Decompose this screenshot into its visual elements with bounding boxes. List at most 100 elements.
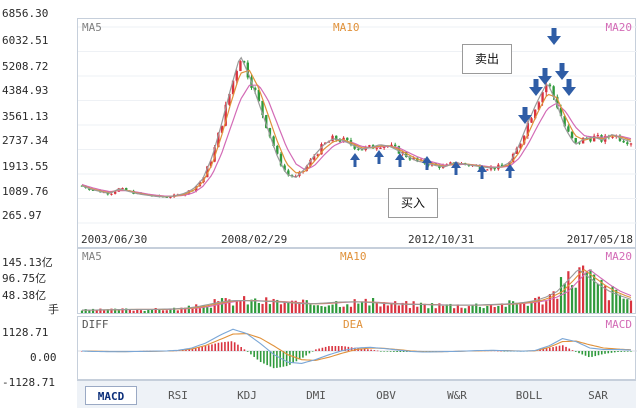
macd-histogram-bar bbox=[246, 351, 249, 352]
macd-macd-label: MACD bbox=[605, 318, 633, 331]
tab-wr[interactable]: W&R bbox=[447, 389, 467, 402]
volume-bar bbox=[552, 291, 555, 313]
volume-bar bbox=[523, 303, 526, 313]
tab-rsi[interactable]: RSI bbox=[168, 389, 188, 402]
volume-bar bbox=[121, 308, 124, 313]
volume-bar bbox=[486, 305, 489, 313]
sell-arrow-icon bbox=[518, 115, 532, 124]
tab-kdj[interactable]: KDJ bbox=[237, 389, 257, 402]
macd-histogram-bar bbox=[191, 348, 194, 351]
macd-histogram-bar bbox=[243, 349, 246, 351]
sell-arrow-shaft bbox=[551, 28, 557, 37]
volume-bar bbox=[427, 308, 430, 313]
macd-histogram-bar bbox=[500, 350, 502, 352]
macd-histogram-bar bbox=[279, 351, 281, 368]
candle-body bbox=[500, 164, 504, 166]
macd-y-label-0: 1128.71 bbox=[2, 326, 49, 339]
candle-body bbox=[578, 142, 581, 144]
macd-histogram-bar bbox=[561, 345, 564, 351]
volume-bar bbox=[375, 302, 378, 313]
volume-bar bbox=[600, 279, 603, 313]
macd-histogram-bar bbox=[318, 348, 320, 351]
volume-chart-panel[interactable]: MA5 MA10 MA20 bbox=[77, 248, 636, 314]
sell-arrow-icon bbox=[555, 71, 569, 80]
volume-bar bbox=[456, 304, 459, 313]
candle-body bbox=[622, 140, 625, 143]
volume-bar bbox=[80, 310, 84, 313]
macd-histogram-bar bbox=[220, 342, 223, 351]
volume-bar bbox=[246, 304, 249, 313]
macd-histogram-bar bbox=[194, 348, 197, 351]
macd-histogram-bar bbox=[623, 351, 626, 352]
volume-bar bbox=[125, 308, 128, 313]
volume-bar bbox=[261, 303, 264, 313]
candle-body bbox=[206, 166, 209, 178]
sell-arrow-icon bbox=[562, 87, 576, 96]
macd-histogram-bar bbox=[613, 351, 616, 353]
date-label-0: 2003/06/30 bbox=[81, 233, 148, 246]
macd-histogram-bar bbox=[324, 346, 327, 351]
candle-body bbox=[224, 104, 227, 126]
volume-bar bbox=[574, 287, 577, 313]
volume-bar bbox=[534, 297, 537, 313]
macd-histogram-bar bbox=[383, 351, 385, 352]
buy-arrow-icon bbox=[505, 164, 515, 171]
candle-body bbox=[312, 156, 316, 160]
tab-dmi[interactable]: DMI bbox=[306, 389, 326, 402]
tab-sar[interactable]: SAR bbox=[588, 389, 608, 402]
candle-body bbox=[320, 144, 323, 155]
candle-body bbox=[379, 148, 382, 150]
volume-bar bbox=[379, 306, 382, 313]
candle-body bbox=[283, 165, 286, 171]
tab-macd[interactable]: MACD bbox=[85, 386, 137, 405]
volume-bar bbox=[397, 305, 400, 313]
macd-histogram-bar bbox=[198, 347, 200, 351]
volume-bar bbox=[158, 309, 161, 313]
candle-body bbox=[169, 197, 172, 199]
macd-histogram-bar bbox=[263, 351, 265, 364]
buy-arrow-icon bbox=[395, 153, 405, 160]
macd-histogram-bar bbox=[552, 347, 554, 351]
volume-bar bbox=[150, 309, 154, 313]
main-ma20-label: MA20 bbox=[605, 21, 633, 34]
sell-arrow-shaft bbox=[566, 79, 572, 88]
candle-body bbox=[412, 157, 415, 160]
macd-histogram-bar bbox=[272, 351, 275, 369]
macd-histogram-bar bbox=[308, 351, 311, 354]
volume-bar bbox=[371, 298, 375, 313]
candle-body bbox=[596, 135, 600, 137]
volume-bar bbox=[143, 310, 146, 313]
candle-body bbox=[629, 143, 633, 145]
volume-bar bbox=[298, 302, 301, 313]
volume-bar bbox=[526, 305, 529, 313]
vol-ma20-label: MA20 bbox=[605, 250, 633, 263]
volume-bar bbox=[154, 308, 157, 313]
volume-bar bbox=[180, 307, 183, 313]
date-label-3: 2017/05/18 bbox=[566, 233, 633, 246]
macd-histogram-bar bbox=[207, 345, 210, 351]
candle-body bbox=[592, 135, 596, 142]
volume-bar bbox=[582, 265, 585, 313]
macd-histogram-bar bbox=[545, 348, 548, 351]
volume-bar bbox=[416, 306, 419, 313]
macd-histogram-bar bbox=[341, 346, 343, 351]
price-chart-panel[interactable]: MA5 MA10 MA20 2003/06/30 2008/02/29 2012… bbox=[77, 18, 637, 248]
macd-chart-panel[interactable]: DIFF DEA MACD bbox=[77, 316, 637, 380]
macd-histogram-bar bbox=[370, 349, 372, 351]
volume-bar bbox=[467, 306, 470, 313]
macd-histogram-bar bbox=[594, 351, 597, 357]
tab-boll[interactable]: BOLL bbox=[515, 389, 543, 402]
macd-histogram-bar bbox=[259, 351, 262, 363]
volume-bar bbox=[504, 306, 507, 313]
macd-y-label-2: -1128.71 bbox=[2, 376, 55, 389]
volume-bar bbox=[611, 286, 614, 313]
buy-arrow-shaft bbox=[425, 163, 429, 170]
sell-arrow-shaft bbox=[559, 63, 565, 72]
volume-bar bbox=[331, 304, 334, 313]
volume-bar bbox=[589, 269, 592, 313]
volume-bar bbox=[309, 304, 312, 313]
candle-body bbox=[338, 140, 342, 142]
volume-bar bbox=[530, 301, 533, 313]
ma10-line bbox=[81, 69, 632, 198]
tab-obv[interactable]: OBV bbox=[376, 389, 396, 402]
